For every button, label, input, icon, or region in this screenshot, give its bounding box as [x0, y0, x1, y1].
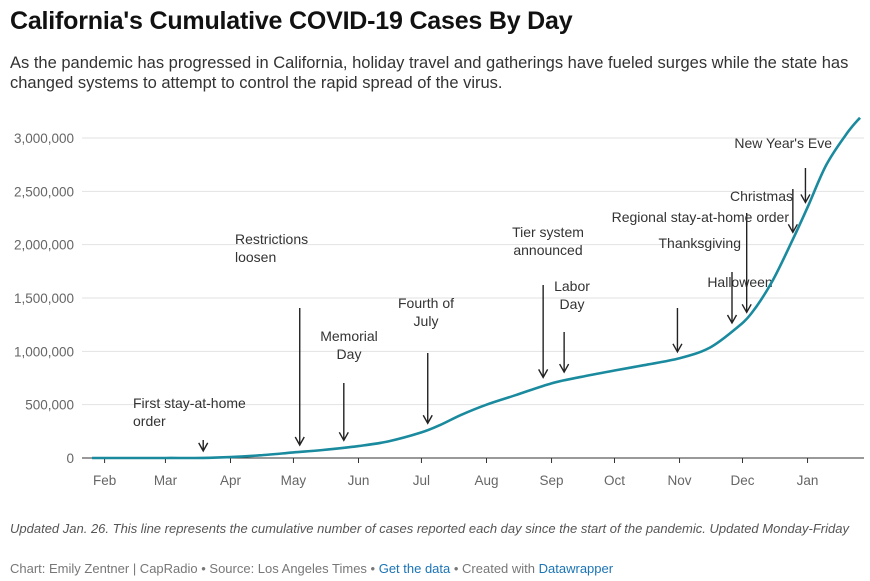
annotation-label: Memorial [320, 328, 378, 344]
y-tick-label: 500,000 [25, 398, 74, 413]
y-tick-label: 2,000,000 [14, 238, 74, 253]
annotation-arrowhead [338, 431, 349, 442]
x-tick-label: Mar [154, 473, 178, 488]
x-tick-label: Aug [474, 473, 498, 488]
annotation-label: loosen [235, 249, 276, 265]
chart-title: California's Cumulative COVID-19 Cases B… [10, 7, 573, 35]
annotation-arrowhead [672, 343, 683, 354]
x-axis: Feb Mar Apr May Jun Jul Aug Sep Oct Nov Dec Jan [93, 458, 818, 488]
annotation-arrowhead [559, 363, 570, 374]
annotation-label: Halloween [707, 274, 772, 290]
annotation-arrowhead [741, 303, 752, 314]
y-tick-label: 3,000,000 [14, 131, 74, 146]
annotation-arrowhead [198, 442, 209, 453]
x-tick-label: Jun [348, 473, 370, 488]
series-line [91, 116, 861, 460]
annotation-label: Fourth of [398, 295, 454, 311]
annotation-label: First stay-at-home [133, 395, 246, 411]
y-tick-label: 2,500,000 [14, 184, 74, 199]
annotation-label: Restrictions [235, 231, 308, 247]
y-axis: 0 500,000 1,000,000 1,500,000 2,000,000 2,500… [14, 131, 74, 466]
x-tick-label: Jan [797, 473, 819, 488]
annotation-label: Tier system [512, 224, 584, 240]
x-tick-label: Apr [220, 473, 242, 488]
annotation-label: Thanksgiving [659, 235, 742, 251]
x-tick-label: Sep [540, 473, 564, 488]
annotation-arrowhead [538, 369, 549, 379]
byline-separator: • Created with [450, 561, 539, 576]
annotation-arrowhead [294, 436, 305, 447]
x-tick-label: May [281, 473, 307, 488]
chart-note: Updated Jan. 26. This line represents th… [10, 521, 849, 536]
get-data-link[interactable]: Get the data [378, 561, 451, 576]
annotations: First stay-at-home order Restrictions loose… [133, 135, 832, 453]
x-tick-label: Nov [668, 473, 692, 488]
gridlines [82, 137, 864, 459]
chart-byline: Chart: Emily Zentner | CapRadio • Source… [10, 561, 613, 576]
y-tick-label: 0 [66, 451, 74, 466]
annotation-label: Christmas [730, 188, 793, 204]
annotation-arrowhead [800, 194, 811, 204]
series-group [91, 116, 861, 460]
x-tick-label: Feb [93, 473, 116, 488]
y-tick-label: 1,000,000 [14, 344, 74, 359]
x-tick-label: Jul [413, 473, 430, 488]
annotation-label: Day [560, 296, 585, 312]
annotation-label: Day [337, 346, 362, 362]
annotation-arrowhead [422, 414, 433, 425]
annotation-label: Regional stay-at-home order [612, 209, 790, 225]
datawrapper-link[interactable]: Datawrapper [538, 561, 614, 576]
annotation-label: July [414, 313, 439, 329]
annotation-arrowhead [787, 223, 798, 234]
chart-subtitle: As the pandemic has progressed in Califo… [10, 54, 849, 92]
x-tick-label: Oct [604, 473, 625, 488]
annotation-label: New Year's Eve [734, 135, 832, 151]
byline-credits: Chart: Emily Zentner | CapRadio • Source… [10, 561, 379, 576]
x-tick-label: Dec [730, 473, 754, 488]
annotation-label: order [133, 413, 166, 429]
annotation-label: announced [513, 242, 582, 258]
annotation-arrowhead [726, 314, 738, 325]
annotation-label: Labor [554, 278, 590, 294]
line-chart: 0 500,000 1,000,000 1,500,000 2,000,000 2,500… [14, 116, 864, 488]
y-tick-label: 1,500,000 [14, 291, 74, 306]
